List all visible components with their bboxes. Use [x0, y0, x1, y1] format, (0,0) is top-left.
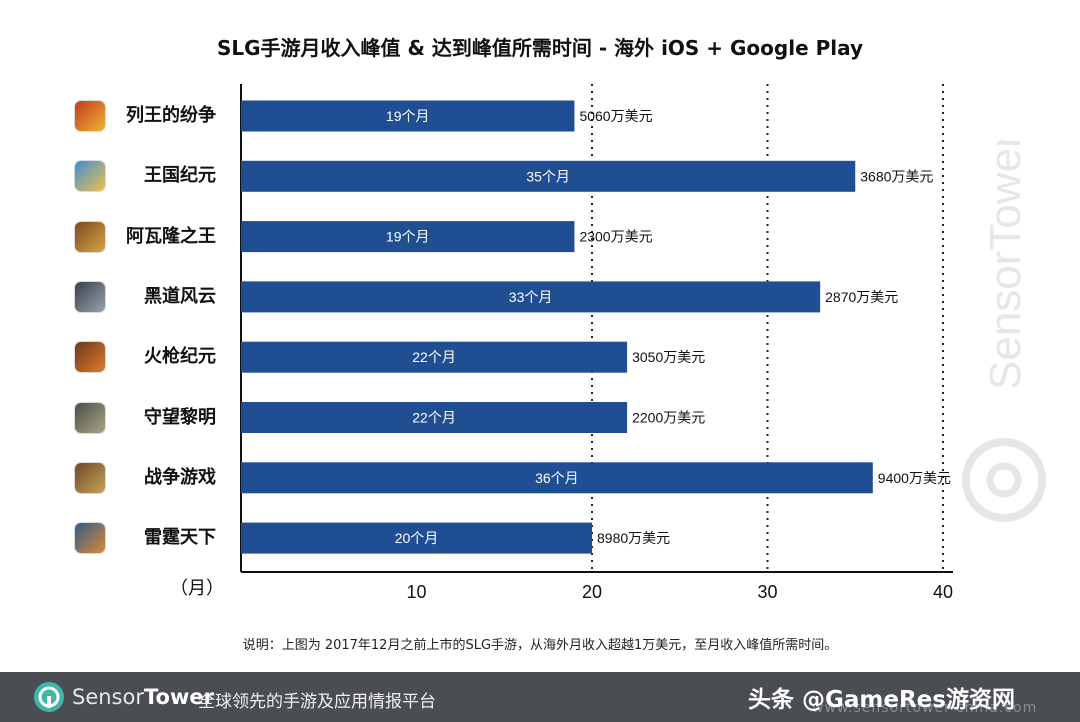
avalon-icon — [75, 221, 105, 252]
app-name-label: 阿瓦隆之王 — [126, 225, 216, 247]
app-name-label: 黑道风云 — [144, 285, 216, 307]
app-name-label: 王国纪元 — [144, 165, 216, 187]
sensortower-logo-text: SensorTower — [72, 685, 214, 709]
revenue-label: 3680万美元 — [860, 168, 933, 184]
castle-clash-icon — [75, 101, 105, 131]
footer-slogan: 全球领先的手游及应用情报平台 — [198, 692, 436, 712]
x-tick-label: 10 — [406, 582, 426, 602]
app-name-label: 雷霆天下 — [144, 527, 216, 549]
bar-value-label: 35个月 — [526, 168, 570, 184]
dawn-icon — [75, 402, 105, 433]
bar-value-label: 19个月 — [386, 229, 430, 245]
sensortower-watermark: SensorTower — [962, 140, 1046, 522]
bar — [241, 100, 575, 132]
app-name-label: 守望黎明 — [144, 406, 216, 428]
footer-credit: 头条 @GameRes游资网 — [748, 687, 1015, 713]
thunder-icon — [75, 523, 105, 554]
x-tick-label: 30 — [757, 582, 777, 602]
bar — [241, 281, 821, 313]
bar — [241, 160, 856, 192]
sensortower-logo-icon — [34, 682, 64, 712]
bar-value-label: 22个月 — [412, 349, 456, 365]
footer-bar: SensorTower 全球领先的手游及应用情报平台 www.sensortow… — [0, 672, 1080, 722]
footer-url: www.sensortower-china.com — [812, 700, 1038, 716]
app-name-label: 火枪纪元 — [144, 346, 216, 368]
bar — [241, 402, 628, 433]
bar-value-label: 36个月 — [535, 470, 579, 486]
bar-value-label: 22个月 — [412, 410, 456, 426]
bar — [241, 462, 873, 494]
app-name-label: 战争游戏 — [144, 466, 216, 488]
bar-value-label: 33个月 — [509, 289, 553, 305]
x-tick-label: 20 — [582, 582, 602, 602]
x-tick-label: 40 — [933, 582, 953, 602]
revenue-label: 9400万美元 — [878, 470, 951, 486]
revenue-label: 3050万美元 — [632, 349, 705, 365]
kingdom-icon — [75, 161, 105, 192]
watermark-text: SensorTower — [981, 140, 1030, 390]
chart-title: SLG手游月收入峰值 & 达到峰值所需时间 - 海外 iOS + Google … — [216, 36, 864, 60]
bar — [241, 341, 628, 373]
bar — [241, 522, 592, 554]
revenue-label: 2300万美元 — [579, 229, 652, 245]
chart-note: 说明：上图为 2017年12月之前上市的SLG手游，从海外月收入超越1万美元，至… — [242, 638, 838, 653]
bar — [241, 221, 575, 253]
bar-value-label: 20个月 — [395, 530, 439, 546]
revenue-label: 8980万美元 — [597, 530, 670, 546]
watermark-logo-icon — [962, 438, 1046, 522]
bar-value-label: 19个月 — [386, 108, 430, 124]
app-name-label: 列王的纷争 — [126, 105, 216, 126]
revenue-label: 2870万美元 — [825, 289, 898, 305]
gun-era-icon — [75, 342, 105, 373]
revenue-label: 2200万美元 — [632, 410, 705, 426]
revenue-label: 5060万美元 — [579, 108, 652, 124]
game-of-war-icon — [75, 462, 105, 493]
mafia-city-icon — [75, 281, 105, 312]
x-axis-unit-label: （月） — [170, 578, 224, 599]
